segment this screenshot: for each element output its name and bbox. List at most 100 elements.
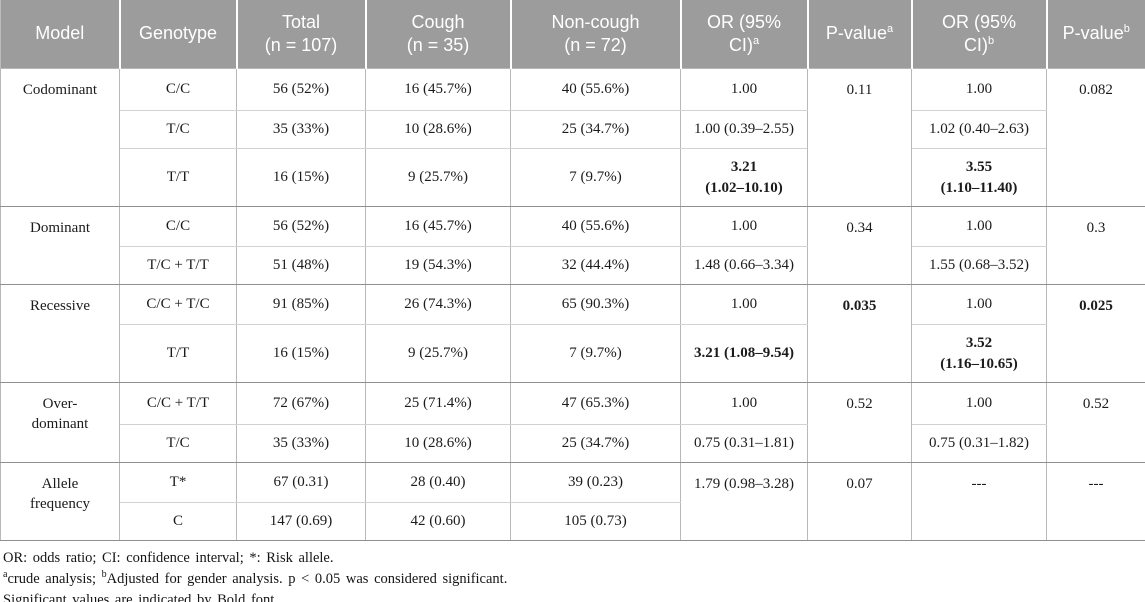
col-header-pvalue-crude: P-valuea bbox=[806, 0, 912, 69]
cell-model: Allele frequency bbox=[0, 462, 120, 541]
cell-pvalue-adjusted: --- bbox=[1046, 462, 1145, 541]
superscript: a bbox=[3, 569, 8, 581]
cell-noncough: 40 (55.6%) bbox=[510, 68, 681, 111]
cell-or-adjusted: 1.00 bbox=[911, 382, 1047, 425]
cell-or-adjusted: 3.55 (1.10–11.40) bbox=[911, 148, 1047, 207]
cell-or-adjusted: 1.00 bbox=[911, 284, 1047, 325]
footnote-abbreviations: OR: odds ratio; CI: confidence interval;… bbox=[3, 550, 334, 566]
cell-noncough: 25 (34.7%) bbox=[510, 110, 681, 149]
table-row: Over-dominant C/C + T/T 72 (67%) 25 (71.… bbox=[0, 382, 1145, 463]
cell-genotype: C/C bbox=[119, 68, 237, 111]
header-row: Model Genotype Total (n = 107) Cough (n = … bbox=[0, 0, 1145, 69]
cell-noncough: 25 (34.7%) bbox=[510, 424, 681, 463]
cell-genotype: T* bbox=[119, 462, 237, 503]
cell-or-adjusted: 1.00 bbox=[911, 206, 1047, 247]
table-row: C 147 (0.69) 42 (0.60) 105 (0.73) bbox=[1, 502, 1145, 541]
cell-or-crude: 1.00 bbox=[680, 382, 808, 425]
superscript: a bbox=[752, 35, 760, 47]
footnote-analysis: acrude analysis; bAdjusted for gender an… bbox=[3, 569, 1141, 590]
cell-cough: 28 (0.40) bbox=[365, 462, 511, 503]
table-footnotes: OR: odds ratio; CI: confidence interval;… bbox=[0, 541, 1145, 602]
col-header-cough: Cough (n = 35) bbox=[364, 0, 511, 69]
cell-genotype: T/C + T/T bbox=[119, 246, 237, 285]
cell-total: 16 (15%) bbox=[236, 148, 366, 207]
header-label: (n = 35) bbox=[406, 35, 470, 55]
cell-noncough: 65 (90.3%) bbox=[510, 284, 681, 325]
table-row: T/C 35 (33%) 10 (28.6%) 25 (34.7%) 0.75 … bbox=[1, 424, 1145, 463]
header-label: CI) bbox=[963, 35, 988, 55]
cell-pvalue-adjusted: 0.3 bbox=[1046, 206, 1145, 285]
header-label: (n = 72) bbox=[564, 35, 627, 55]
col-header-noncough: Non-cough (n = 72) bbox=[509, 0, 681, 69]
cell-genotype: C/C bbox=[119, 206, 237, 247]
cell-line: (1.02–10.10) bbox=[705, 179, 783, 196]
cell-model: Over-dominant bbox=[0, 382, 120, 463]
cell-or-adjusted: 0.75 (0.31–1.82) bbox=[911, 424, 1047, 463]
table-row: Codominant C/C 56 (52%) 16 (45.7%) 40 (5… bbox=[0, 68, 1145, 207]
cell-pvalue-adjusted: 0.025 bbox=[1046, 284, 1145, 383]
header-label: P-value bbox=[1062, 23, 1124, 44]
header-label: P-value bbox=[825, 23, 887, 44]
table-row: T/C 35 (33%) 10 (28.6%) 25 (34.7%) 1.00 … bbox=[1, 110, 1145, 149]
col-header-total: Total (n = 107) bbox=[235, 0, 366, 69]
cell-total: 56 (52%) bbox=[236, 206, 366, 247]
cell-cough: 10 (28.6%) bbox=[365, 110, 511, 149]
cell-line: Allele bbox=[41, 476, 79, 492]
cell-or-adjusted: 1.55 (0.68–3.52) bbox=[911, 246, 1047, 285]
genetic-model-table: Model Genotype Total (n = 107) Cough (n = … bbox=[0, 0, 1145, 541]
col-header-or-adjusted: OR (95% CI)b bbox=[910, 0, 1047, 69]
cell-genotype: C bbox=[119, 502, 237, 541]
table-row: T/T 16 (15%) 9 (25.7%) 7 (9.7%) 3.21 (1.… bbox=[1, 324, 1145, 383]
header-label: OR (95% bbox=[941, 11, 1017, 32]
cell-or-crude: 3.21 (1.08–9.54) bbox=[680, 324, 808, 383]
cell-line: frequency bbox=[30, 496, 90, 513]
header-label: Model bbox=[35, 23, 85, 44]
cell-or-crude: 1.48 (0.66–3.34) bbox=[680, 246, 808, 285]
col-header-or-crude: OR (95% CI)a bbox=[679, 0, 808, 69]
cell-or-crude: 1.00 bbox=[680, 284, 808, 325]
cell-noncough: 47 (65.3%) bbox=[510, 382, 681, 425]
cell-pvalue-crude: 0.11 bbox=[807, 68, 912, 207]
cell-line: (1.16–10.65) bbox=[940, 355, 1018, 372]
cell-cough: 9 (25.7%) bbox=[365, 324, 511, 383]
header-label: Non-cough bbox=[551, 11, 640, 32]
cell-genotype: T/T bbox=[119, 148, 237, 207]
cell-total: 35 (33%) bbox=[236, 110, 366, 149]
header-label: OR (95% bbox=[706, 11, 782, 32]
cell-or-crude: 1.00 (0.39–2.55) bbox=[680, 110, 808, 149]
header-label: Cough bbox=[411, 11, 465, 32]
cell-genotype: T/T bbox=[119, 324, 237, 383]
superscript: a bbox=[886, 23, 894, 36]
cell-line: 3.52 bbox=[965, 335, 993, 352]
cell-cough: 16 (45.7%) bbox=[365, 206, 511, 247]
cell-or-crude: 3.21 (1.02–10.10) bbox=[680, 148, 808, 207]
header-label: (n = 107) bbox=[264, 35, 338, 55]
cell-or-crude: 1.79 (0.98–3.28) bbox=[680, 462, 808, 541]
cell-model: Recessive bbox=[0, 284, 120, 383]
cell-line: (1.10–11.40) bbox=[940, 179, 1018, 196]
cell-noncough: 7 (9.7%) bbox=[510, 324, 681, 383]
cell-pvalue-crude: 0.34 bbox=[807, 206, 912, 285]
cell-genotype: T/C bbox=[119, 110, 237, 149]
cell-genotype: C/C + T/T bbox=[119, 382, 237, 425]
col-header-pvalue-adjusted: P-valueb bbox=[1045, 0, 1145, 69]
table-row: T/C + T/T 51 (48%) 19 (54.3%) 32 (44.4%)… bbox=[1, 246, 1145, 285]
cell-noncough: 40 (55.6%) bbox=[510, 206, 681, 247]
cell-total: 72 (67%) bbox=[236, 382, 366, 425]
cell-or-adjusted: --- bbox=[911, 462, 1047, 541]
cell-or-adjusted: 1.00 bbox=[911, 68, 1047, 111]
cell-cough: 19 (54.3%) bbox=[365, 246, 511, 285]
cell-genotype: T/C bbox=[119, 424, 237, 463]
cell-cough: 9 (25.7%) bbox=[365, 148, 511, 207]
cell-total: 147 (0.69) bbox=[236, 502, 366, 541]
cell-cough: 16 (45.7%) bbox=[365, 68, 511, 111]
cell-noncough: 7 (9.7%) bbox=[510, 148, 681, 207]
cell-total: 56 (52%) bbox=[236, 68, 366, 111]
col-header-genotype: Genotype bbox=[118, 0, 237, 69]
cell-line: dominant bbox=[31, 416, 89, 433]
table-row: Allele frequency T* 67 (0.31) 28 (0.40) 3… bbox=[0, 462, 1145, 541]
superscript: b bbox=[987, 35, 995, 47]
cell-pvalue-adjusted: 0.082 bbox=[1046, 68, 1145, 207]
footnote-text: crude analysis; bbox=[7, 571, 102, 588]
